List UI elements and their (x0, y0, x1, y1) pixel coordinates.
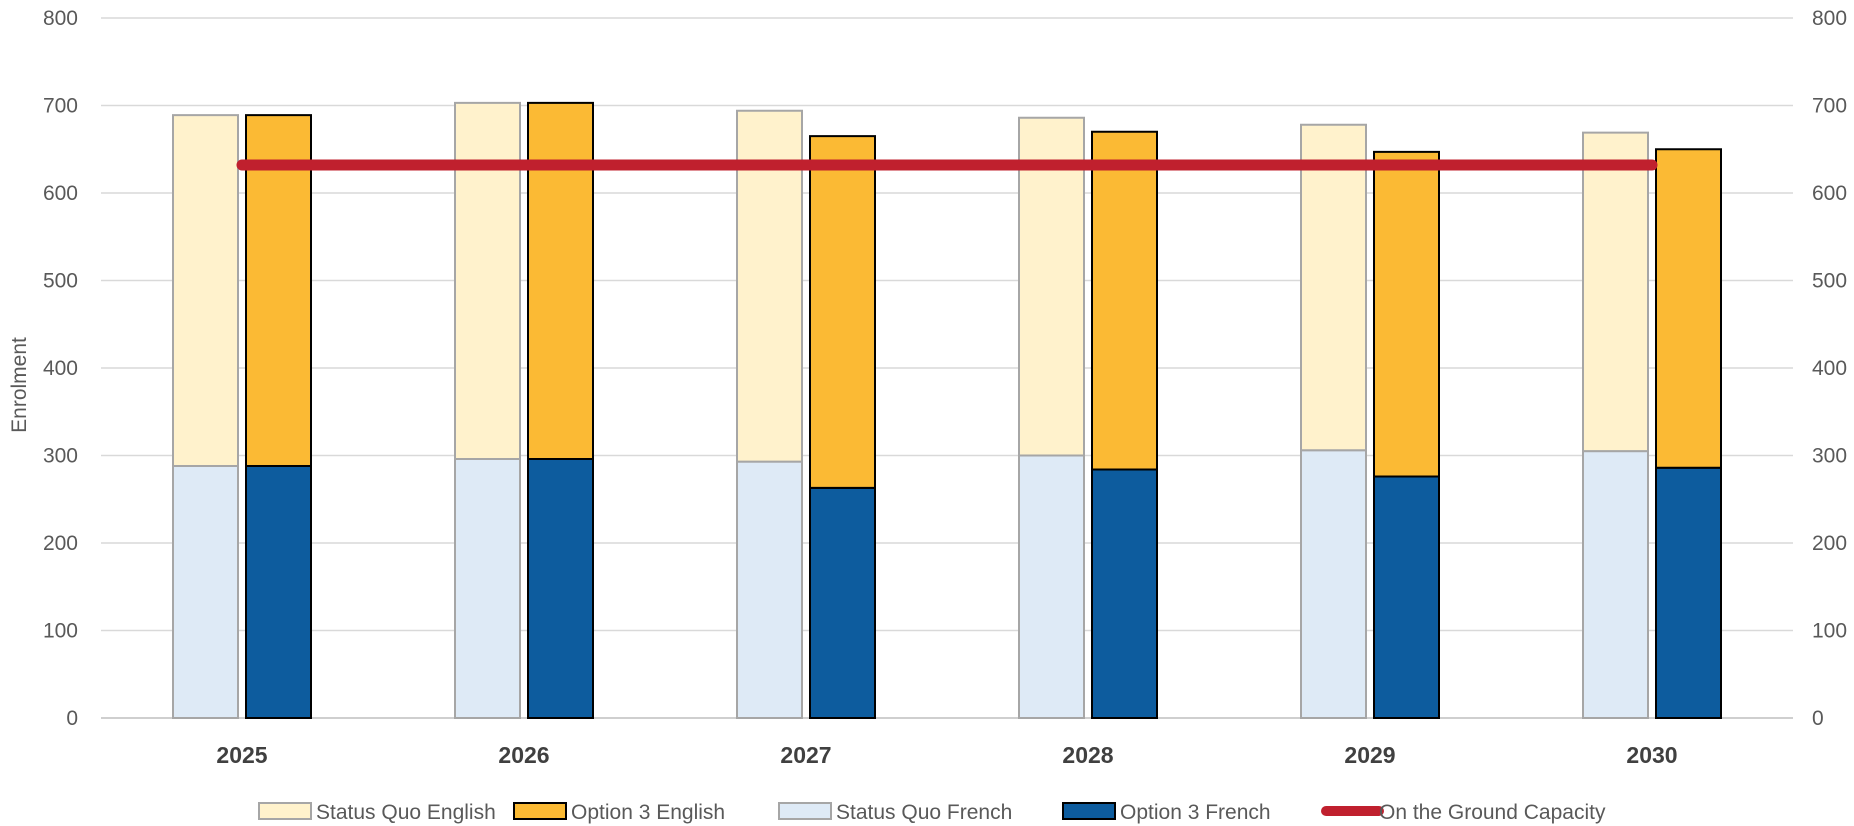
y-tick-label-right: 800 (1812, 7, 1847, 30)
x-tick-label-2028: 2028 (1062, 742, 1113, 768)
bar-option-3-english-2028 (1091, 130, 1158, 471)
bar-status-quo-french-2026 (454, 458, 521, 719)
y-tick-label-left: 600 (43, 182, 78, 205)
y-tick-label-right: 600 (1812, 182, 1847, 205)
bar-status-quo-english-2026 (454, 101, 521, 460)
bars (172, 101, 1722, 719)
y-tick-label-left: 800 (43, 7, 78, 30)
legend-swatch-option-3-english (513, 802, 567, 820)
bar-status-quo-french-2025 (172, 465, 239, 719)
bar-option-3-french-2028 (1091, 468, 1158, 719)
bar-status-quo-french-2029 (1300, 449, 1367, 719)
y-tick-label-right: 100 (1812, 620, 1847, 643)
bar-option-3-french-2026 (527, 458, 594, 719)
y-tick-label-right: 0 (1812, 707, 1824, 730)
bar-status-quo-english-2028 (1018, 116, 1085, 457)
bar-option-3-english-2027 (809, 135, 876, 489)
y-tick-label-left: 300 (43, 445, 78, 468)
bar-option-3-english-2025 (245, 114, 312, 467)
legend-label-status-quo-english: Status Quo English (316, 801, 496, 824)
legend: Status Quo English Option 3 English Status… (258, 801, 1606, 824)
x-tick-label-2025: 2025 (216, 742, 267, 768)
y-tick-label-left: 100 (43, 620, 78, 643)
bar-option-3-french-2029 (1373, 475, 1440, 719)
legend-label-status-quo-french: Status Quo French (836, 801, 1012, 824)
y-tick-label-right: 200 (1812, 532, 1847, 555)
y-tick-label-left: 400 (43, 357, 78, 380)
x-tick-label-2026: 2026 (498, 742, 549, 768)
y-axis-right: 0 100 200 300 400 500 600 700 800 (1812, 7, 1847, 730)
x-tick-label-2027: 2027 (780, 742, 831, 768)
bar-option-3-english-2030 (1655, 148, 1722, 469)
y-tick-label-left: 200 (43, 532, 78, 555)
y-tick-label-right: 500 (1812, 270, 1847, 293)
legend-swatch-option-3-french (1062, 802, 1116, 820)
bar-option-3-english-2026 (527, 101, 594, 460)
bar-option-3-french-2030 (1655, 466, 1722, 719)
bar-status-quo-english-2030 (1582, 131, 1649, 453)
bar-option-3-french-2025 (245, 465, 312, 719)
y-tick-label-right: 700 (1812, 95, 1847, 118)
bar-status-quo-english-2029 (1300, 123, 1367, 452)
gridlines (101, 17, 1793, 719)
legend-swatch-status-quo-english (258, 802, 312, 820)
y-axis-left: 0 100 200 300 400 500 600 700 800 (43, 7, 78, 730)
bar-option-3-english-2029 (1373, 150, 1440, 478)
x-tick-label-2030: 2030 (1626, 742, 1677, 768)
bar-status-quo-english-2025 (172, 114, 239, 467)
legend-label-option-3-english: Option 3 English (571, 801, 725, 824)
x-tick-label-2029: 2029 (1344, 742, 1395, 768)
y-tick-label-left: 500 (43, 270, 78, 293)
legend-swatch-status-quo-french (778, 802, 832, 820)
y-axis-title: Enrolment (8, 337, 31, 433)
y-tick-label-right: 300 (1812, 445, 1847, 468)
y-tick-label-right: 400 (1812, 357, 1847, 380)
bar-option-3-french-2027 (809, 486, 876, 719)
y-tick-label-left: 700 (43, 95, 78, 118)
bar-status-quo-french-2030 (1582, 450, 1649, 719)
legend-label-option-3-french: Option 3 French (1120, 801, 1271, 824)
bar-status-quo-french-2027 (736, 460, 803, 719)
legend-label-on-the-ground-capacity: On the Ground Capacity (1379, 801, 1606, 824)
x-axis: 2025 2026 2027 2028 2029 2030 (216, 742, 1677, 768)
y-tick-label-left: 0 (66, 707, 78, 730)
bar-status-quo-french-2028 (1018, 454, 1085, 719)
